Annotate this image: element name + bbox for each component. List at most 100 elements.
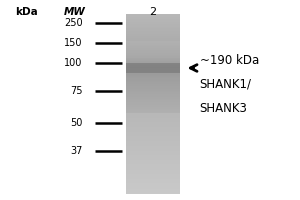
Bar xyxy=(126,57,180,58)
Bar xyxy=(126,172,180,173)
Bar xyxy=(126,42,180,43)
Bar xyxy=(126,115,180,116)
Bar xyxy=(126,162,180,163)
Bar xyxy=(126,66,180,67)
Bar xyxy=(126,26,180,27)
Bar xyxy=(126,173,180,174)
Bar xyxy=(126,56,180,57)
Bar xyxy=(126,134,180,135)
Bar xyxy=(126,151,180,152)
Bar xyxy=(126,63,180,64)
Bar xyxy=(126,117,180,118)
Bar xyxy=(126,145,180,146)
Bar xyxy=(126,138,180,139)
Bar xyxy=(126,103,180,104)
Bar xyxy=(126,64,180,65)
Bar xyxy=(126,85,180,86)
Bar xyxy=(126,113,180,114)
Bar xyxy=(126,40,180,41)
Bar xyxy=(126,35,180,36)
Bar xyxy=(126,177,180,178)
Bar xyxy=(126,64,180,65)
Bar xyxy=(126,191,180,192)
Bar xyxy=(126,89,180,90)
Bar xyxy=(126,193,180,194)
Bar xyxy=(126,108,180,109)
Bar xyxy=(126,158,180,159)
Bar xyxy=(126,189,180,190)
Bar xyxy=(126,51,180,52)
Bar xyxy=(126,60,180,61)
Bar xyxy=(126,182,180,183)
Bar xyxy=(126,184,180,185)
Bar xyxy=(126,55,180,56)
Bar xyxy=(126,143,180,144)
Bar xyxy=(126,45,180,46)
Bar xyxy=(126,24,180,25)
Bar xyxy=(126,106,180,107)
Bar xyxy=(126,185,180,186)
Bar xyxy=(126,80,180,81)
Bar xyxy=(126,133,180,134)
Bar xyxy=(126,130,180,131)
Bar xyxy=(126,90,180,91)
Bar xyxy=(126,139,180,140)
Bar xyxy=(126,141,180,142)
Bar xyxy=(126,66,180,67)
Bar xyxy=(126,144,180,145)
Bar xyxy=(126,176,180,177)
Bar xyxy=(126,84,180,85)
Bar xyxy=(126,179,180,180)
Bar xyxy=(126,67,180,68)
Bar xyxy=(126,59,180,60)
Bar xyxy=(126,146,180,147)
Bar xyxy=(126,25,180,26)
Bar xyxy=(126,58,180,59)
Bar xyxy=(126,76,180,77)
Bar xyxy=(126,109,180,110)
Bar xyxy=(126,169,180,170)
Bar xyxy=(126,152,180,153)
Bar xyxy=(126,159,180,160)
Bar xyxy=(126,99,180,100)
Bar xyxy=(126,157,180,158)
Text: kDa: kDa xyxy=(16,7,38,17)
Bar xyxy=(126,28,180,29)
Bar xyxy=(126,68,180,69)
Bar xyxy=(126,38,180,39)
Bar xyxy=(126,188,180,189)
Bar xyxy=(126,20,180,21)
Bar xyxy=(126,150,180,151)
Bar xyxy=(126,88,180,89)
Bar xyxy=(126,136,180,137)
Bar xyxy=(126,47,180,48)
Bar xyxy=(126,69,180,70)
Bar xyxy=(126,147,180,148)
Bar xyxy=(126,116,180,117)
Text: 250: 250 xyxy=(64,18,82,28)
Bar xyxy=(126,22,180,23)
Bar xyxy=(126,114,180,115)
Bar xyxy=(126,163,180,164)
Bar xyxy=(126,63,180,73)
Bar xyxy=(126,112,180,113)
Bar xyxy=(126,164,180,165)
Bar xyxy=(126,180,180,181)
Bar xyxy=(126,111,180,112)
Text: 50: 50 xyxy=(70,118,82,128)
Bar xyxy=(126,62,180,63)
Bar xyxy=(126,100,180,101)
Bar xyxy=(126,161,180,162)
Bar xyxy=(126,166,180,167)
Bar xyxy=(126,63,180,64)
Bar xyxy=(126,107,180,108)
Bar xyxy=(126,44,180,45)
Bar xyxy=(126,72,180,73)
Bar xyxy=(126,75,180,76)
Bar xyxy=(126,124,180,125)
Text: MW: MW xyxy=(64,7,86,17)
Bar xyxy=(126,41,180,42)
Bar xyxy=(126,122,180,123)
Bar xyxy=(126,65,180,66)
Bar xyxy=(126,125,180,126)
